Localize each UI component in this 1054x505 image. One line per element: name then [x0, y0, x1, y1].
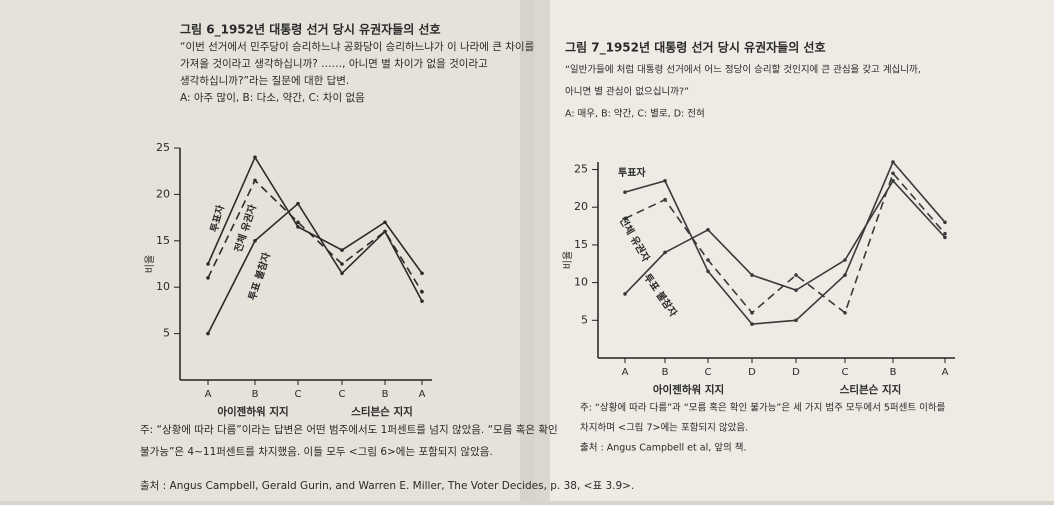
data-point	[891, 171, 895, 176]
group-label: 스티븐슨 지지	[840, 383, 902, 396]
x-tick-label: B	[662, 367, 669, 378]
x-tick-label: C	[339, 389, 346, 400]
data-point	[750, 310, 754, 315]
chart-subtitle: 아니면 별 관심이 없으십니까?”	[565, 86, 689, 98]
data-point	[843, 258, 847, 262]
data-point	[794, 273, 798, 277]
data-point	[340, 271, 344, 276]
data-point	[794, 318, 798, 323]
data-point	[296, 201, 300, 206]
y-tick-label: 15	[156, 234, 170, 247]
data-point	[943, 231, 947, 236]
x-tick-label: C	[842, 367, 849, 378]
x-tick-label: A	[419, 389, 426, 400]
series-line	[624, 160, 946, 325]
data-point	[206, 262, 210, 266]
x-tick-label: B	[252, 389, 259, 400]
series-label: 투표자	[618, 166, 646, 179]
data-point	[794, 288, 798, 292]
chart-title: 그림 6_1952년 대통령 선거 당시 유권자들의 선호	[180, 22, 441, 38]
footnote: 출처 : Angus Campbell, Gerald Gurin, and W…	[140, 480, 634, 492]
data-point	[750, 322, 754, 326]
data-point	[253, 178, 257, 183]
data-point	[340, 262, 344, 266]
left-page	[0, 0, 535, 501]
y-tick-label: 10	[574, 276, 588, 289]
data-point	[296, 220, 300, 225]
series-line	[624, 179, 946, 295]
data-point	[891, 179, 895, 183]
x-tick-label: C	[705, 367, 712, 378]
footnote: 차지하며 <그림 7>에는 포함되지 않았음.	[580, 422, 748, 434]
x-tick-label: B	[382, 389, 389, 400]
data-point	[843, 310, 847, 315]
data-point	[663, 197, 667, 202]
y-tick-label: 20	[574, 200, 588, 213]
data-point	[340, 248, 344, 252]
data-point	[206, 276, 210, 280]
x-tick-label: D	[748, 367, 756, 378]
footnote: 주: “상황에 따라 다름”이라는 답변은 어떤 범주에서도 1퍼센트를 넘지 …	[140, 423, 558, 436]
data-point	[383, 220, 387, 225]
y-tick-label: 5	[581, 313, 588, 326]
y-tick-label: 25	[574, 163, 588, 176]
footnote: 불가능”은 4~11퍼센트를 차지했음. 이들 모두 <그림 6>에는 포함되지…	[140, 446, 493, 458]
right-page	[535, 0, 1054, 501]
x-tick-label: A	[942, 367, 949, 378]
y-tick-label: 25	[156, 141, 170, 154]
footnote: 출처 : Angus Campbell et al, 앞의 책.	[580, 442, 747, 454]
data-point	[706, 258, 710, 262]
x-tick-label: C	[295, 389, 302, 400]
group-label: 아이젠하워 지지	[653, 383, 724, 396]
chart-subtitle: “이번 선거에서 민주당이 승리하느냐 공화당이 승리하느냐가 이 나라에 큰 …	[180, 40, 535, 53]
data-point	[206, 331, 210, 336]
footnote: 주: “상황에 따라 다름”과 “모름 혹은 확인 불가능”은 세 가지 범주 …	[580, 402, 946, 414]
chart-subtitle: 가져올 것이라고 생각하십니까? ……, 아니면 별 차이가 없을 것이라고	[180, 57, 488, 70]
data-point	[253, 155, 257, 160]
y-tick-label: 10	[156, 280, 170, 293]
chart-title: 그림 7_1952년 대통령 선거 당시 유권자들의 선호	[565, 40, 826, 56]
x-tick-label: B	[890, 367, 897, 378]
data-point	[623, 216, 627, 221]
y-axis-label: 비율	[562, 251, 574, 269]
data-point	[943, 235, 947, 240]
data-point	[420, 271, 424, 276]
data-point	[253, 239, 257, 243]
series-line	[624, 171, 946, 315]
data-point	[296, 225, 300, 229]
y-tick-label: 15	[574, 238, 588, 251]
data-point	[663, 250, 667, 255]
group-label: 아이젠하워 지지	[217, 405, 288, 418]
data-point	[420, 299, 424, 303]
book-gutter	[520, 0, 550, 501]
series-line	[207, 179, 423, 293]
data-point	[750, 273, 754, 277]
series-line	[207, 202, 423, 334]
data-point	[843, 273, 847, 277]
data-point	[663, 179, 667, 183]
chart-subtitle: “일반가들에 처럼 대통령 선거에서 어느 정당이 승리할 것인지에 큰 관심을…	[565, 64, 921, 76]
y-tick-label: 5	[163, 327, 170, 340]
x-tick-label: D	[792, 367, 800, 378]
data-point	[706, 228, 710, 232]
data-point	[623, 190, 627, 194]
chart-subtitle: 생각하십니까?”라는 질문에 대한 답변.	[180, 74, 349, 87]
x-tick-label: A	[622, 367, 629, 378]
data-point	[420, 290, 424, 294]
data-point	[623, 292, 627, 296]
chart-subtitle: A: 아주 많이, B: 다소, 약간, C: 차이 없음	[180, 91, 365, 104]
data-point	[943, 220, 947, 225]
x-tick-label: A	[205, 389, 212, 400]
group-label: 스티븐슨 지지	[351, 405, 413, 418]
data-point	[383, 229, 387, 234]
data-point	[706, 269, 710, 274]
data-point	[891, 160, 895, 164]
chart-subtitle: A: 매우, B: 약간, C: 별로, D: 전혀	[565, 108, 705, 120]
y-tick-label: 20	[156, 187, 170, 200]
y-axis-label: 비율	[144, 255, 156, 273]
